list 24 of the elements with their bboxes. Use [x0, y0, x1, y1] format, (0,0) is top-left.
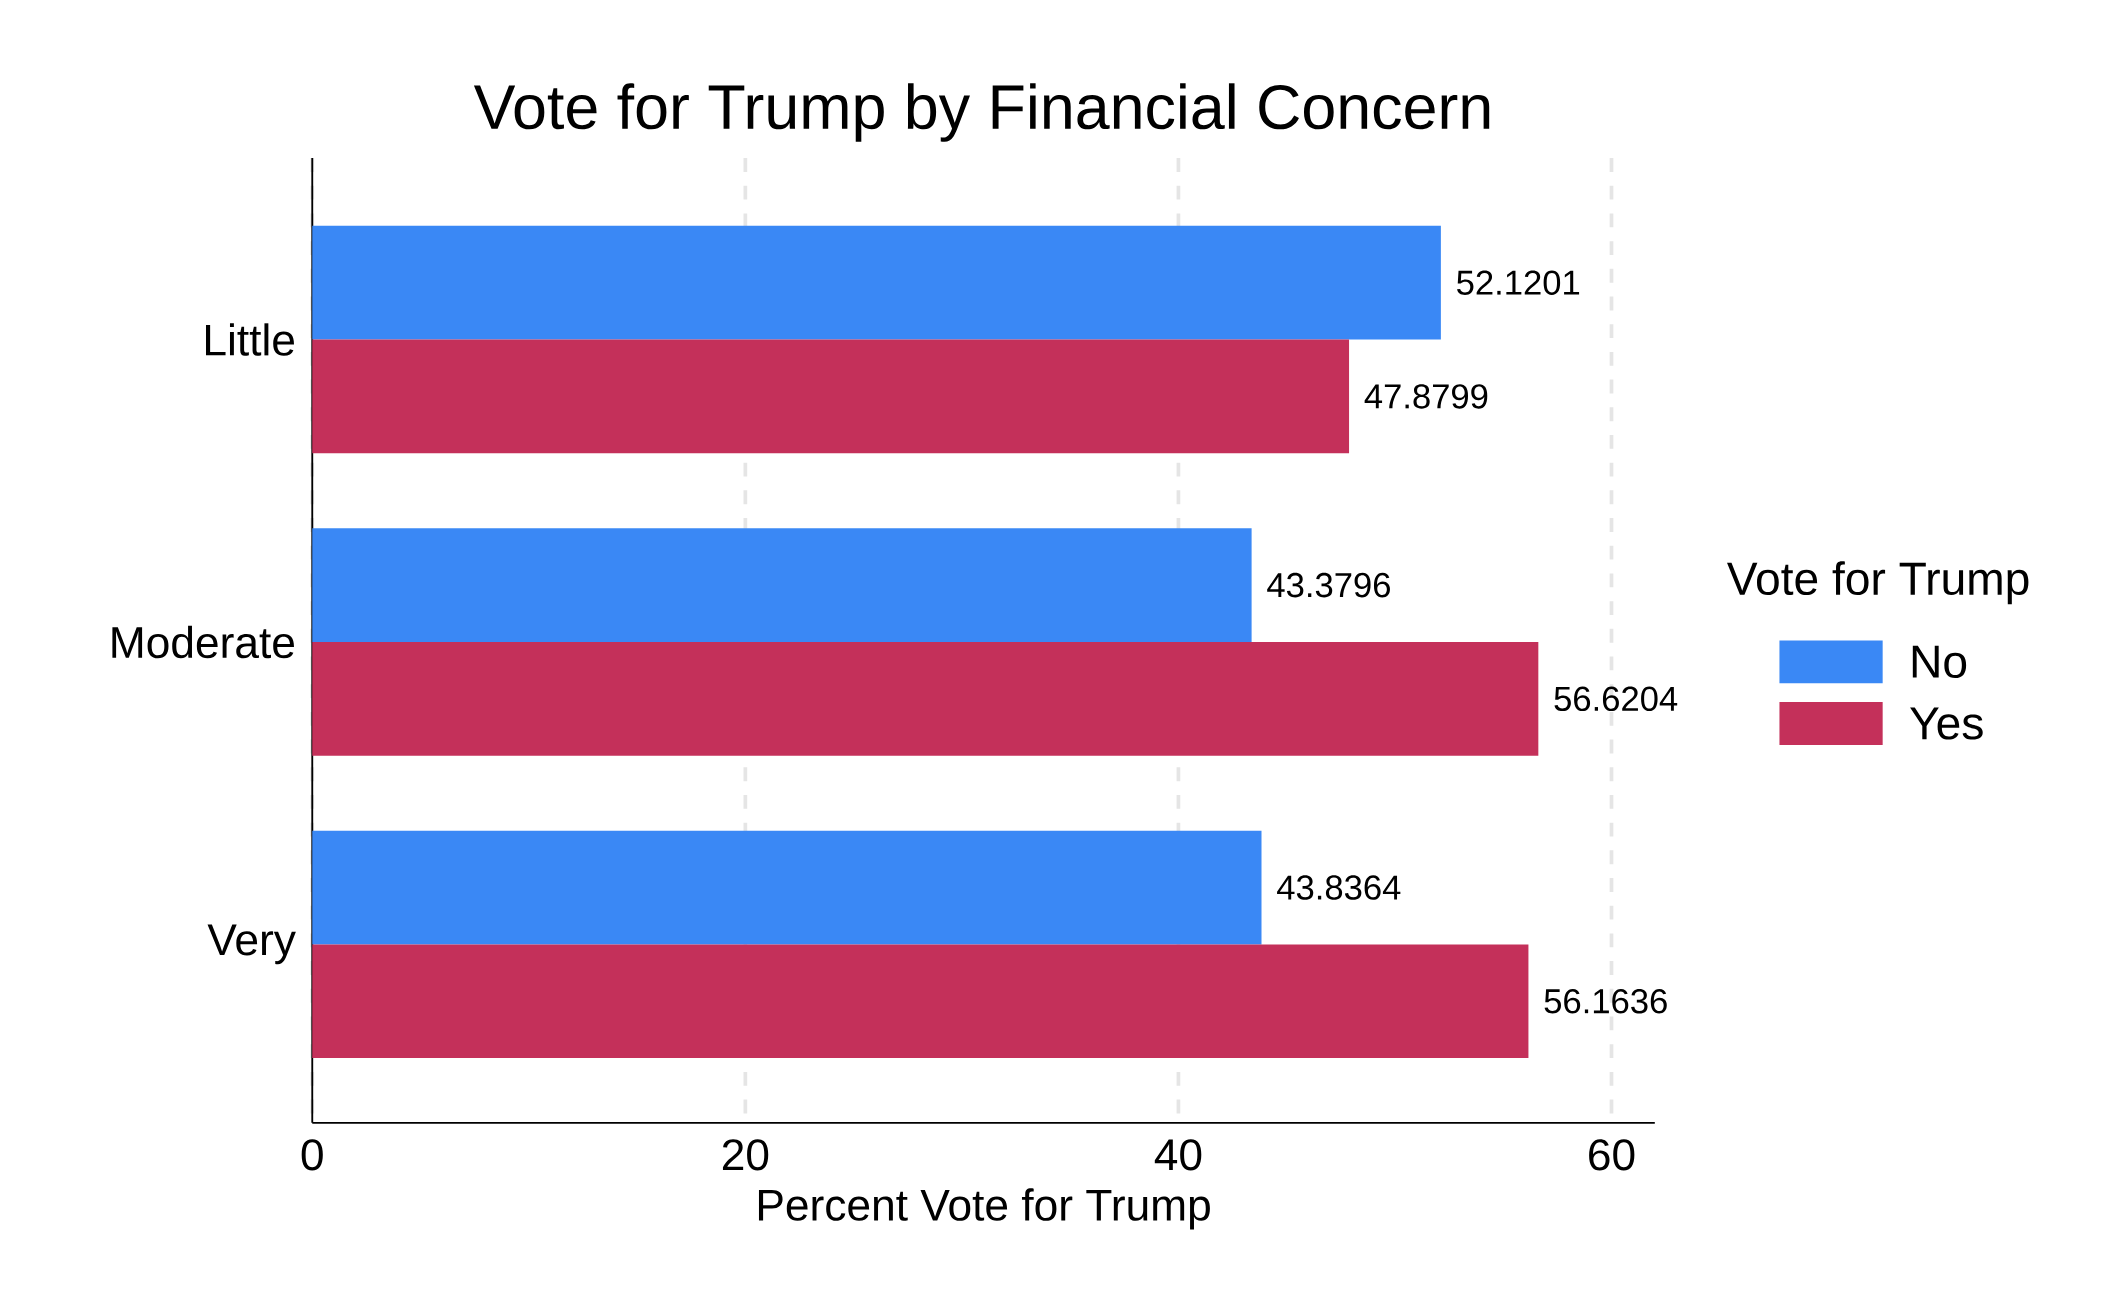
bar — [312, 528, 1252, 642]
bar — [312, 830, 1262, 945]
data-label: 56.1636 — [1544, 989, 1667, 1014]
bar — [312, 944, 1529, 1059]
bar — [312, 225, 1441, 340]
y-tick-label: Very — [207, 924, 296, 965]
y-tick-label: Little — [206, 323, 294, 356]
chart-title: Vote for Trump by Financial Concern — [473, 83, 1490, 142]
y-tick-label: Moderate — [112, 625, 294, 659]
legend-label: No — [1912, 645, 1967, 679]
data-label: 43.8364 — [1277, 875, 1401, 900]
legend-label: Yes — [1910, 707, 1983, 740]
data-label: 43.3796 — [1267, 572, 1390, 598]
x-tick-label: 40 — [1154, 1139, 1202, 1171]
x-tick-label: 0 — [301, 1139, 323, 1171]
x-axis-title: Percent Vote for Trump — [758, 1188, 1210, 1230]
data-label: 56.6204 — [1554, 686, 1678, 712]
bar — [312, 642, 1539, 756]
x-tick-label: 60 — [1589, 1139, 1635, 1171]
data-label: 52.1201 — [1457, 270, 1580, 295]
bar — [312, 339, 1350, 454]
data-label: 47.8799 — [1364, 384, 1488, 409]
x-tick-label: 20 — [722, 1139, 769, 1171]
legend-title: Vote for Trump — [1727, 561, 2029, 605]
